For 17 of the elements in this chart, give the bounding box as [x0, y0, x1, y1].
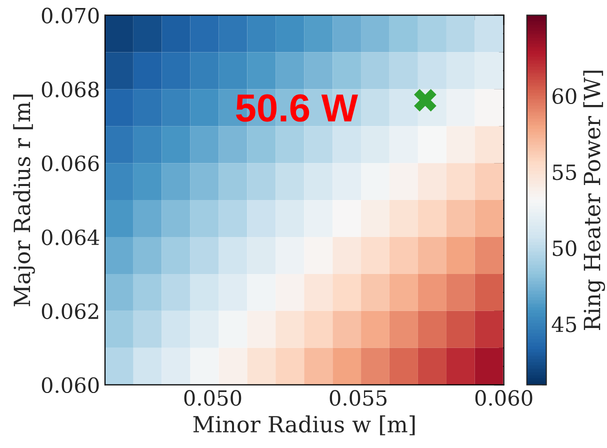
y-tick-label: 0.066 — [42, 156, 99, 172]
color-bar-label: 50 — [552, 240, 576, 256]
color-bar-label: 60 — [552, 88, 576, 104]
color-bar-label: 55 — [552, 164, 576, 180]
y-tick-label: 0.062 — [42, 303, 98, 320]
x-tick-label: 0.055 — [330, 390, 386, 406]
color-bar-label: 45 — [552, 316, 576, 332]
x-axis-title: Minor Radius w [m] — [193, 415, 415, 436]
annotation: 50.6 W — [236, 94, 358, 122]
y-tick-label: 0.064 — [42, 229, 100, 246]
x-tick-label: 0.060 — [475, 390, 532, 406]
color-bar-title: Ring Heater Power [W] — [583, 70, 606, 330]
x-tick-label: 0.050 — [184, 390, 242, 406]
y-tick-label: 0.060 — [42, 377, 99, 394]
y-axis-title: Major Radius r [m] — [13, 94, 35, 306]
y-tick-label: 0.070 — [42, 8, 99, 24]
y-tick-label: 0.068 — [42, 82, 99, 98]
